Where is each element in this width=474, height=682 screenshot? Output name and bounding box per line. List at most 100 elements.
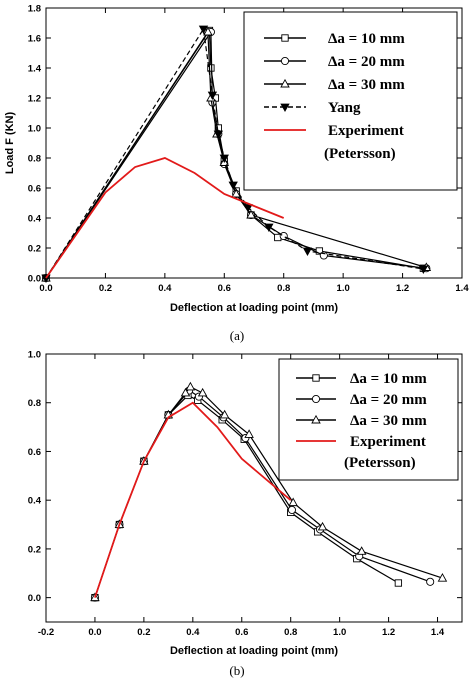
chart-a-y-tick-label: 1.2 [28, 94, 41, 105]
chart-b-series-deltaa-30-mm-point [288, 497, 298, 507]
chart-b-series-deltaa-20-mm-point [426, 577, 435, 586]
chart-b-x-ticks: -0.2 0.0 0.2 0.4 0.6 0.8 1.0 1.2 1.4 [38, 354, 445, 638]
chart-b-y-tick-label: 1.0 [28, 350, 41, 361]
chart-a-legend-deltaa-10-mm-marker [281, 34, 289, 42]
chart-b-legend-deltaa-10-mm-label: Δa = 10 mm [350, 371, 427, 387]
chart-b-x-tick-label: 1.0 [333, 627, 346, 638]
chart-b-legend-experiment-petersson: Experiment (Petersson) [296, 434, 426, 471]
chart-a-y-ticks: 0.0 0.2 0.4 0.6 0.8 1.0 1.2 1.4 1.6 1.8 [28, 4, 462, 285]
chart-a-series-yang-point [219, 154, 229, 164]
chart-b-y-tick-label: 0.6 [28, 447, 41, 458]
chart-a-series-yang-point [228, 181, 238, 191]
chart-b-x-tick-label: 0.6 [235, 627, 248, 638]
chart-a-y-tick-label: 1.4 [28, 64, 42, 75]
chart-a-x-tick-label: 1.2 [396, 283, 409, 294]
chart-a-legend-deltaa-20-mm-label: Δa = 20 mm [328, 54, 405, 70]
chart-a-legend-deltaa-30-mm-label: Δa = 30 mm [328, 77, 405, 93]
chart-b-legend-experiment-petersson-label-line2: (Petersson) [344, 455, 416, 471]
chart-a-legend-box [243, 11, 458, 191]
chart-a-series-deltaa-10-mm-point [315, 247, 324, 255]
chart-b-frame [45, 353, 463, 623]
chart-b-x-tick-label: 0.0 [88, 627, 101, 638]
chart-b-series-experiment-petersson-line [94, 401, 292, 598]
chart-b-legend-deltaa-30-mm-marker [311, 414, 321, 424]
chart-a-caption: (a) [230, 328, 244, 343]
chart-a-legend-experiment-petersson-label: Experiment [328, 123, 404, 139]
chart-a-legend-experiment-petersson-label-line2: (Petersson) [324, 146, 396, 162]
chart-b-series-deltaa-10-mm-point [394, 579, 403, 587]
chart-a-legend: Δa = 10 mm Δa = 20 mm Δa = 30 mm Yang Experi… [243, 11, 458, 191]
chart-b-x-tick-label: 0.8 [284, 627, 297, 638]
chart-a-series-yang [41, 25, 429, 284]
chart-a-series-experiment-petersson-line [45, 157, 285, 279]
chart-b-legend-deltaa-20-mm: Δa = 20 mm [296, 392, 427, 408]
chart-a-y-tick-label: 0.0 [28, 274, 41, 285]
chart-a-series-yang-point [207, 91, 218, 101]
chart-b-legend-deltaa-10-mm-marker [312, 374, 320, 382]
chart-a-x-tick-label: 0.0 [39, 283, 52, 294]
chart-b-series-deltaa-20-mm-point [287, 505, 296, 514]
chart-b: 0.0 0.2 0.4 0.6 0.8 1.0 -0.2 0.0 0.2 0.4 0.6 0.8 1.… [28, 350, 463, 678]
chart-b-legend-deltaa-10-mm: Δa = 10 mm [296, 371, 427, 387]
chart-a-x-tick-label: 1.4 [455, 283, 469, 294]
chart-a-legend-deltaa-30-mm-marker [280, 78, 290, 88]
chart-a-legend-yang-marker [280, 103, 290, 113]
chart-a-frame [45, 7, 463, 279]
chart-a-series-yang-point [213, 130, 224, 140]
chart-a-x-tick-label: 0.4 [158, 283, 172, 294]
chart-a-legend-experiment-petersson: Experiment (Petersson) [264, 123, 404, 162]
chart-a-legend-deltaa-10-mm-label: Δa = 10 mm [328, 31, 405, 47]
chart-a-x-tick-label: 0.2 [99, 283, 112, 294]
chart-b-caption: (b) [229, 663, 244, 678]
chart-b-x-tick-label: -0.2 [38, 627, 54, 638]
chart-a-y-tick-label: 0.6 [28, 184, 41, 195]
chart-a-x-tick-label: 0.8 [277, 283, 290, 294]
chart-a-y-axis-label: Load F (KN) [4, 112, 16, 175]
chart-b-y-tick-label: 0.0 [28, 593, 41, 604]
chart-a-x-axis-label: Deflection at loading point (mm) [170, 302, 338, 314]
chart-b-series-deltaa-30-mm-point [185, 381, 196, 391]
chart-a-legend-yang-label: Yang [328, 100, 361, 116]
chart-a-series-yang-point [264, 223, 274, 233]
chart-b-legend-deltaa-30-mm-label: Δa = 30 mm [350, 413, 427, 429]
chart-a-series-deltaa-20-mm-point [279, 231, 288, 241]
chart-a-series-experiment-petersson [45, 157, 285, 279]
chart-a-series-deltaa-30-mm-point [231, 188, 241, 198]
chart-b-series-deltaa-30-mm-point [180, 387, 191, 397]
chart-b-series-deltaa-30-mm-point [197, 387, 208, 397]
chart-b-series-deltaa-30-mm-point [317, 521, 328, 531]
chart-a-series-deltaa-30-mm-point [246, 209, 256, 219]
chart-b-legend-deltaa-20-mm-marker [311, 394, 321, 404]
chart-b-y-tick-label: 0.4 [28, 496, 42, 507]
chart-a-legend-deltaa-30-mm: Δa = 30 mm [264, 77, 405, 93]
chart-b-series-deltaa-30-mm-point [219, 409, 230, 419]
chart-a-legend-deltaa-20-mm-marker [280, 56, 290, 66]
chart-a-y-tick-label: 1.8 [28, 4, 41, 15]
chart-b-x-tick-label: 0.4 [186, 627, 200, 638]
chart-a-series-yang-point [198, 25, 209, 35]
chart-a-legend-deltaa-20-mm: Δa = 20 mm [264, 54, 405, 70]
chart-a-series-yang-point [41, 274, 51, 284]
chart-b-legend-experiment-petersson-label: Experiment [350, 434, 426, 450]
chart-b-x-axis-label: Deflection at loading point (mm) [170, 645, 338, 657]
chart-b-series-deltaa-30-mm-point [244, 429, 254, 438]
chart-a-x-tick-label: 1.0 [337, 283, 350, 294]
chart-b-series-experiment-petersson [94, 401, 292, 598]
chart-b-y-tick-label: 0.8 [28, 398, 41, 409]
chart-b-series-deltaa-30-mm-point [437, 573, 448, 582]
chart-b-x-tick-label: 1.2 [382, 627, 395, 638]
chart-a-y-tick-label: 1.0 [28, 124, 41, 135]
chart-a-series-yang-line [45, 27, 424, 279]
chart-b-x-tick-label: 1.4 [431, 627, 445, 638]
chart-a-x-tick-label: 0.6 [218, 283, 231, 294]
chart-a-series-deltaa-30-mm-point [203, 26, 213, 36]
chart-b-series [90, 381, 448, 602]
chart-a-series-yang-point [302, 247, 313, 257]
chart-a-y-tick-label: 1.6 [28, 34, 41, 45]
chart-b-legend-deltaa-30-mm: Δa = 30 mm [296, 413, 427, 429]
chart-b-y-tick-label: 0.2 [28, 544, 41, 555]
chart-b-legend: Δa = 10 mm Δa = 20 mm Δa = 30 mm Experiment… [278, 358, 459, 481]
chart-a-y-tick-label: 0.8 [28, 154, 41, 165]
chart-a-series-deltaa-10-mm-point [207, 64, 215, 72]
